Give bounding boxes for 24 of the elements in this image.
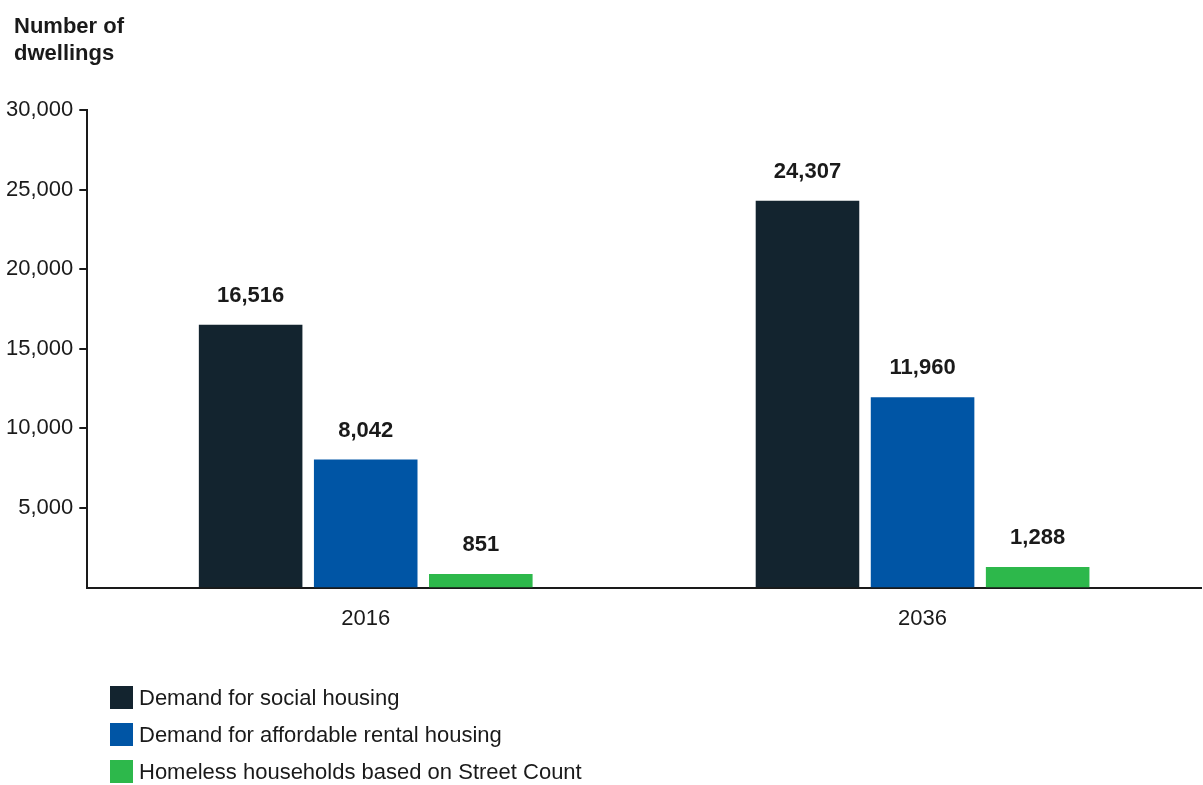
y-tick-label: 15,000 — [5, 334, 74, 360]
x-tick-label: 2036 — [898, 604, 948, 630]
y-tick-label: 25,000 — [5, 175, 74, 201]
y-tick-label: 10,000 — [5, 414, 74, 440]
data-label: 16,516 — [216, 281, 285, 307]
x-tick-label: 2016 — [341, 604, 391, 630]
bar — [870, 397, 975, 588]
data-label: 11,960 — [889, 354, 956, 380]
bar — [198, 324, 303, 588]
bar — [313, 459, 418, 588]
bar — [985, 567, 1090, 588]
legend-label: Demand for social housing — [139, 684, 400, 711]
data-label: 24,307 — [773, 157, 842, 183]
bar — [755, 200, 860, 588]
y-tick-label: 5,000 — [18, 494, 74, 520]
bar — [429, 574, 533, 588]
data-label: 1,288 — [1010, 524, 1066, 550]
data-label: 851 — [462, 531, 500, 557]
y-tick-label: 20,000 — [5, 255, 74, 281]
y-tick-label: 30,000 — [5, 96, 74, 122]
y-axis-title: Number of dwellings — [14, 12, 125, 66]
data-label: 8,042 — [338, 416, 394, 442]
legend-label: Demand for affordable rental housing — [139, 721, 502, 748]
legend-label: Homeless households based on Street Count — [139, 758, 582, 785]
